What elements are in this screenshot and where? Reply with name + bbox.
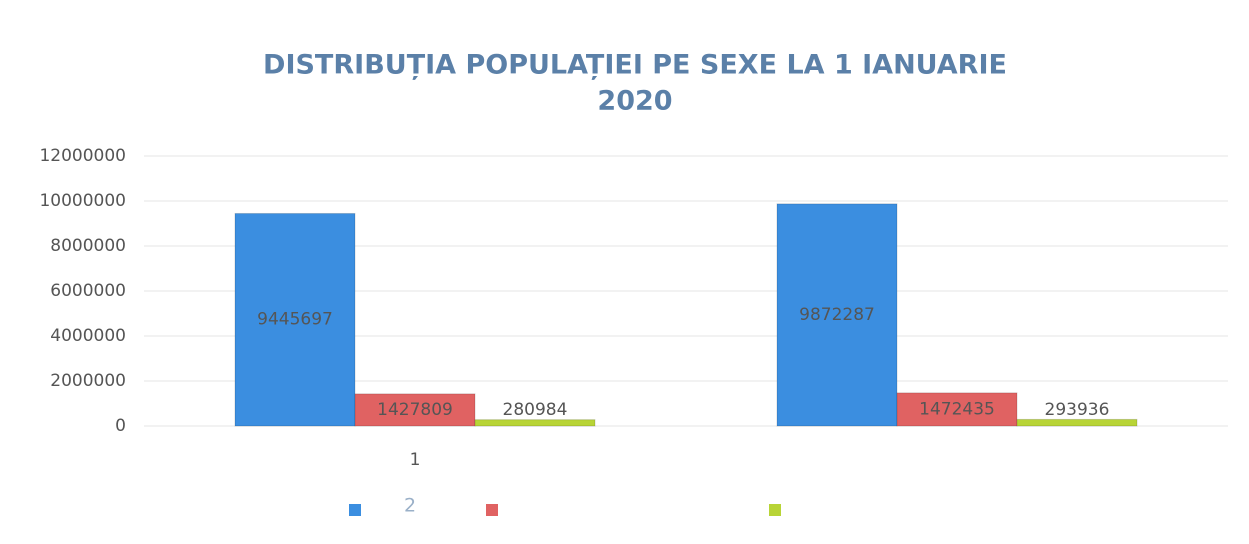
y-tick-label: 4000000 <box>50 326 126 346</box>
value-label: 1427809 <box>377 400 453 420</box>
legend-swatch <box>349 504 361 516</box>
value-label: 280984 <box>503 400 568 420</box>
value-label: 293936 <box>1045 400 1110 420</box>
y-tick-label: 2000000 <box>50 371 126 391</box>
y-tick-label: 0 <box>115 416 126 436</box>
bar <box>354 393 476 427</box>
value-label: 9445697 <box>257 310 333 330</box>
bar <box>896 392 1018 427</box>
y-tick-label: 10000000 <box>39 191 126 211</box>
bar <box>474 419 596 427</box>
bar <box>776 203 898 427</box>
value-label: 1472435 <box>919 399 995 419</box>
value-label: 9872287 <box>799 305 875 325</box>
y-tick-label: 6000000 <box>50 281 126 301</box>
x-tick-label: 1 <box>410 450 421 470</box>
legend-swatch <box>769 504 781 516</box>
y-tick-label: 12000000 <box>39 146 126 166</box>
legend-swatch <box>486 504 498 516</box>
bar <box>234 212 356 427</box>
y-tick-label: 8000000 <box>50 236 126 256</box>
chart-title: 2020 <box>597 86 672 117</box>
bar <box>1016 418 1138 427</box>
chart-title: DISTRIBUȚIA POPULAȚIEI PE SEXE LA 1 IANU… <box>263 50 1007 81</box>
x-tick-label: 2 <box>404 495 416 517</box>
